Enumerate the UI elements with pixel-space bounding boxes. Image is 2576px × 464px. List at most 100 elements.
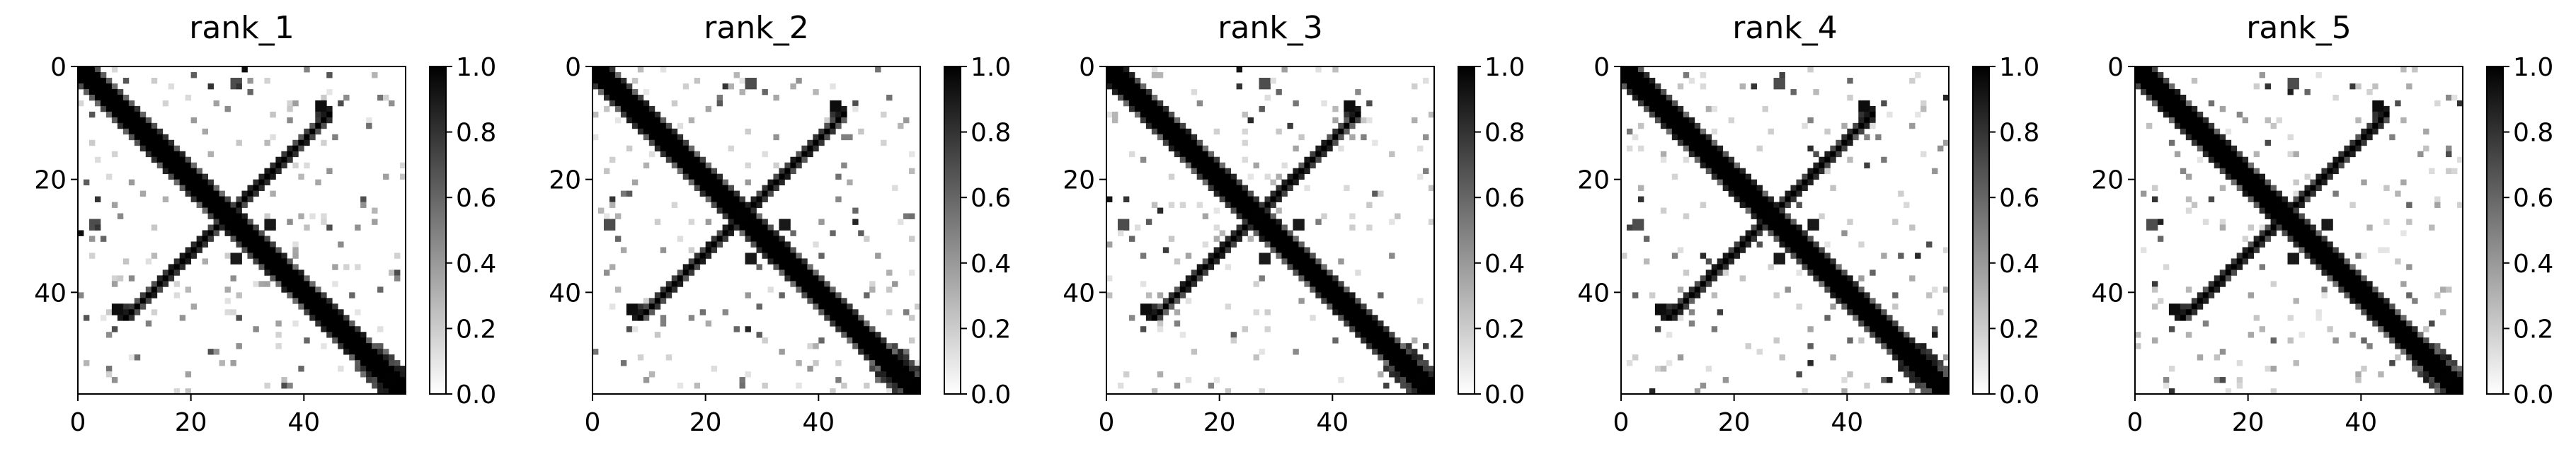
heatmap-cell <box>2180 105 2187 112</box>
heatmap-cell <box>1298 298 1305 304</box>
heatmap-cell <box>1106 111 1113 118</box>
colorbar-tick-label: 0.2 <box>2513 315 2553 344</box>
heatmap-cell <box>2265 117 2271 124</box>
heatmap-cell <box>236 77 242 84</box>
heatmap-cell <box>790 168 796 175</box>
heatmap-cell <box>1236 190 1242 197</box>
heatmap-cell <box>1383 343 1390 349</box>
heatmap-cell <box>349 354 355 361</box>
heatmap-cell <box>2151 94 2158 101</box>
heatmap-cell <box>2197 156 2204 163</box>
heatmap-cell <box>858 343 864 349</box>
heatmap-cell <box>1106 71 1113 79</box>
heatmap-cell <box>705 179 712 186</box>
heatmap-cell <box>1864 100 1870 107</box>
heatmap-cell <box>1174 145 1181 152</box>
heatmap-cell <box>716 230 723 236</box>
heatmap-cell <box>366 349 372 355</box>
heatmap-cell <box>1728 190 1735 197</box>
heatmap-cell <box>1824 168 1831 175</box>
heatmap-cell <box>648 298 656 304</box>
heatmap-cell <box>813 88 819 95</box>
heatmap-cell <box>1892 326 1899 332</box>
heatmap-cell <box>864 320 870 327</box>
heatmap-cell <box>1830 281 1836 287</box>
heatmap-cell <box>2270 230 2277 236</box>
heatmap-cell <box>1717 168 1724 175</box>
heatmap-cell <box>2225 264 2232 270</box>
heatmap-cell <box>162 156 169 163</box>
heatmap-cell <box>2202 219 2209 225</box>
heatmap-cell <box>1247 224 1254 231</box>
heatmap-cell <box>1688 122 1695 129</box>
heatmap-cell <box>1654 100 1661 107</box>
heatmap-cell <box>909 388 915 395</box>
heatmap-cell <box>2168 326 2175 332</box>
heatmap-cell <box>1196 162 1203 169</box>
heatmap-cell <box>1864 303 1870 310</box>
heatmap-cell <box>2321 179 2328 186</box>
heatmap-cell <box>1191 349 1198 355</box>
heatmap-cell <box>824 315 830 321</box>
heatmap-cell <box>1366 224 1373 231</box>
heatmap-cell <box>603 213 610 219</box>
heatmap-cell <box>2242 179 2249 186</box>
heatmap-cell <box>1779 241 1785 248</box>
heatmap-cell <box>1915 360 1921 366</box>
heatmap-cell <box>1632 71 1639 79</box>
heatmap-cell <box>105 111 113 118</box>
heatmap-cell <box>270 190 276 197</box>
heatmap-cell <box>2219 377 2226 383</box>
heatmap-cell <box>1728 162 1735 169</box>
heatmap-cell <box>1677 309 1684 315</box>
heatmap-cell <box>2174 117 2181 124</box>
heatmap-cell <box>654 145 661 152</box>
heatmap-cell <box>1253 309 1259 315</box>
heatmap-cell <box>1773 253 1780 259</box>
heatmap-cell <box>728 230 734 236</box>
heatmap-cell <box>807 292 813 298</box>
heatmap-cell <box>1242 196 1248 202</box>
heatmap-cell <box>1185 298 1192 304</box>
heatmap-cell <box>2208 122 2215 129</box>
heatmap-cell <box>2185 117 2192 124</box>
heatmap-cell <box>2412 332 2418 338</box>
heatmap-cell <box>355 366 361 372</box>
heatmap-cell <box>614 83 622 90</box>
heatmap-cell <box>869 281 876 287</box>
heatmap-cell <box>637 303 644 310</box>
heatmap-cell <box>1327 139 1333 146</box>
heatmap-cell <box>1389 343 1395 349</box>
heatmap-cell <box>886 269 893 276</box>
heatmap-cell <box>1225 388 1232 395</box>
heatmap-cell <box>1819 269 1825 276</box>
heatmap-cell <box>134 122 141 129</box>
heatmap-cell <box>1281 224 1288 231</box>
heatmap-cell <box>1389 151 1395 158</box>
heatmap-cell <box>1128 315 1135 321</box>
heatmap-cell <box>1626 66 1633 73</box>
heatmap-cell <box>750 241 757 248</box>
heatmap-cell <box>773 264 779 270</box>
heatmap-cell <box>1915 343 1921 349</box>
heatmap-cell <box>1230 337 1237 344</box>
heatmap-cell <box>1157 207 1164 214</box>
heatmap-cell <box>733 224 740 231</box>
heatmap-cell <box>1841 298 1848 304</box>
heatmap-cell <box>1270 241 1276 248</box>
heatmap-cell <box>835 173 842 180</box>
heatmap-cell <box>1632 224 1639 231</box>
heatmap-cell <box>1230 185 1237 192</box>
heatmap-cell <box>1881 337 1887 344</box>
heatmap-cell <box>1276 253 1282 259</box>
heatmap-cell <box>1259 258 1265 265</box>
heatmap-cell <box>790 230 796 236</box>
heatmap-cell <box>111 111 118 118</box>
heatmap-cell <box>304 298 310 304</box>
heatmap-cell <box>1281 247 1288 253</box>
y-tick-label: 20 <box>549 166 581 195</box>
heatmap-cell <box>2440 388 2446 395</box>
heatmap-cell <box>332 264 338 270</box>
heatmap-cell <box>2157 100 2164 107</box>
heatmap-cell <box>2163 88 2170 95</box>
